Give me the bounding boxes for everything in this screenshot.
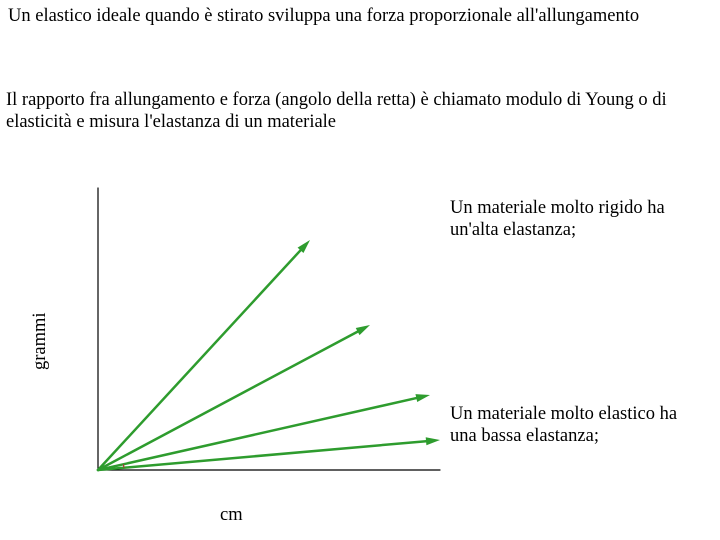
annotation-elastic: Un materiale molto elastico ha una bassa… bbox=[450, 404, 700, 448]
y-axis-label: grammi bbox=[30, 312, 51, 370]
x-axis-label: cm bbox=[220, 505, 243, 526]
paragraph-2: Il rapporto fra allungamento e forza (an… bbox=[6, 90, 716, 134]
elastance-chart bbox=[60, 180, 460, 490]
paragraph-1: Un elastico ideale quando è stirato svil… bbox=[8, 6, 708, 28]
annotation-rigid: Un materiale molto rigido ha un'alta ela… bbox=[450, 198, 700, 242]
